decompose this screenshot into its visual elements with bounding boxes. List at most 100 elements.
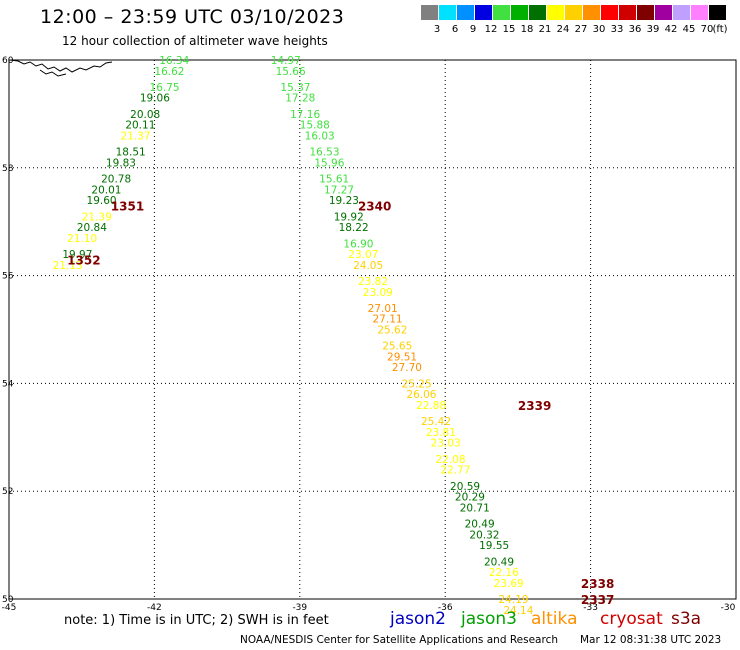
satellite-label: jason3 (461, 609, 517, 629)
wave-height-value: 22.16 (489, 567, 519, 579)
note-text: note: 1) Time is in UTC; 2) SWH is in fe… (64, 613, 329, 628)
legend-swatch (421, 5, 438, 20)
legend-label: 21 (538, 24, 552, 35)
page-subtitle: 12 hour collection of altimeter wave hei… (62, 34, 328, 48)
wave-height-value: 25.62 (377, 325, 407, 337)
y-tick-label: 60 (2, 56, 14, 66)
wave-height-value: 19.55 (479, 540, 509, 552)
wave-height-value: 20.78 (101, 174, 131, 186)
wave-height-value: 21.13 (53, 260, 83, 272)
wave-height-value: 20.59 (450, 481, 480, 493)
legend-swatch (601, 5, 618, 20)
wave-height-value: 20.08 (130, 109, 160, 121)
wave-height-value: 16.34 (159, 55, 189, 67)
axis-tick-labels: -45 -42 -39 -36 -33 -30 60 58 56 54 52 50 (2, 56, 736, 613)
wave-height-value: 20.01 (91, 184, 121, 196)
wave-height-value: 20.71 (460, 502, 490, 514)
legend-label: 9 (469, 24, 477, 35)
wave-height-value: 19.83 (106, 157, 136, 169)
wave-height-value: 23.03 (431, 438, 461, 450)
wave-height-value: 27.70 (392, 362, 422, 374)
coastline (9, 59, 113, 77)
legend-swatch (529, 5, 546, 20)
legend-label: 27 (574, 24, 588, 35)
legend-swatch (439, 5, 456, 20)
frame-border (8, 59, 737, 600)
wave-height-value: 16.75 (150, 82, 180, 94)
legend-swatch (457, 5, 474, 20)
wave-height-value: 27.01 (368, 303, 398, 315)
footer-credit: NOAA/NESDIS Center for Satellite Applica… (240, 634, 558, 646)
legend-swatch (583, 5, 600, 20)
x-tick-label: -36 (438, 603, 453, 613)
time-label: 2339 (518, 399, 551, 413)
legend-swatch (619, 5, 636, 20)
x-tick-label: -33 (583, 603, 598, 613)
wave-height-value: 27.11 (373, 314, 403, 326)
y-tick-label: 58 (2, 164, 14, 174)
wave-height-value: 29.51 (387, 351, 417, 363)
wave-height-value: 23.82 (358, 276, 388, 288)
legend-label: 45 (682, 24, 696, 35)
wave-height-value: 24.14 (503, 605, 533, 617)
legend-label: 24 (556, 24, 570, 35)
legend-swatch (691, 5, 708, 20)
legend-label: 12 (484, 24, 498, 35)
wave-height-value: 25.42 (421, 416, 451, 428)
wave-height-value: 18.22 (339, 222, 369, 234)
wave-height-value: 16.90 (343, 238, 373, 250)
wave-height-value: 15.96 (314, 157, 344, 169)
legend-swatch (475, 5, 492, 20)
wave-height-value: 15.61 (319, 174, 349, 186)
wave-height-value: 17.16 (290, 109, 320, 121)
wave-height-value: 21.10 (67, 233, 97, 245)
wave-height-value: 15.66 (276, 66, 306, 78)
legend-label: 42 (664, 24, 678, 35)
map-frame (8, 59, 737, 600)
legend-swatch (637, 5, 654, 20)
legend-label: 15 (502, 24, 516, 35)
wave-height-value: 26.06 (406, 389, 436, 401)
wave-height-value: 16.03 (305, 130, 335, 142)
y-tick-label: 50 (2, 595, 14, 605)
wave-height-value: 19.92 (334, 211, 364, 223)
wave-height-value: 25.65 (382, 341, 412, 353)
wave-height-value: 16.53 (309, 147, 339, 159)
wave-height-value: 22.08 (436, 454, 466, 466)
legend-label: 30 (592, 24, 606, 35)
wave-height-value: 22.77 (440, 465, 470, 477)
legend-label: 70 (700, 24, 714, 35)
wave-height-value: 19.23 (329, 195, 359, 207)
legend-swatch (709, 5, 726, 20)
legend-swatch (673, 5, 690, 20)
wave-height-value: 20.29 (455, 492, 485, 504)
wave-height-value: 17.28 (285, 93, 315, 105)
wave-height-value: 21.37 (120, 130, 150, 142)
wave-height-value: 18.51 (116, 147, 146, 159)
legend-label: 6 (451, 24, 459, 35)
time-label: 2340 (358, 200, 391, 214)
wave-height-value: 15.88 (300, 120, 330, 132)
wave-height-value: 25.25 (402, 378, 432, 390)
satellite-label: jason2 (390, 609, 446, 629)
footer-timestamp: Mar 12 08:31:38 UTC 2023 (580, 634, 722, 646)
wave-height-value: 16.62 (154, 66, 184, 78)
wave-height-value: 20.11 (125, 120, 155, 132)
wave-height-value: 23.69 (494, 578, 524, 590)
page-title: 12:00 – 23:59 UTC 03/10/2023 (40, 6, 345, 28)
wave-height-value: 14.97 (271, 55, 301, 67)
time-label: 2337 (581, 593, 614, 607)
wave-height-value: 23.81 (426, 427, 456, 439)
lat-lon-grid (8, 59, 737, 600)
y-tick-label: 54 (2, 379, 14, 389)
y-tick-label: 52 (2, 487, 13, 497)
wave-height-value: 21.39 (82, 211, 112, 223)
time-label: 2338 (581, 577, 614, 591)
wave-height-value: 19.97 (62, 249, 92, 261)
wave-height-value: 19.60 (87, 195, 117, 207)
legend-label: 3 (433, 24, 441, 35)
legend-swatch (511, 5, 528, 20)
wave-height-value: 23.07 (348, 249, 378, 261)
